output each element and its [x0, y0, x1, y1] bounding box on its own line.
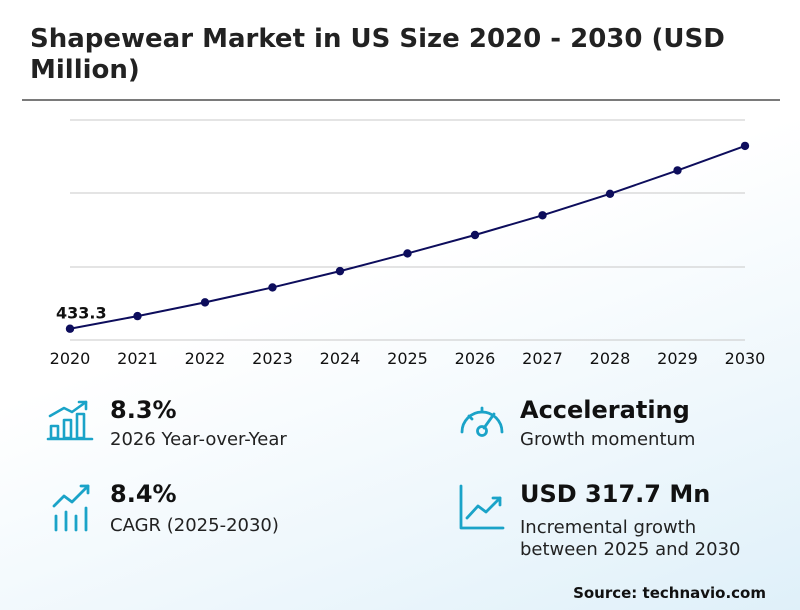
- stat-label: 2026 Year-over-Year: [110, 429, 287, 450]
- speedometer-icon: [460, 406, 504, 437]
- data-label-2020: 433.3: [56, 304, 107, 323]
- x-tick-label-2029: 2029: [657, 349, 698, 368]
- x-tick-label-2023: 2023: [252, 349, 293, 368]
- stat-yoy: 8.3% 2026 Year-over-Year: [46, 396, 386, 458]
- data-labels: 433.3: [56, 304, 107, 323]
- x-tick-label-2020: 2020: [50, 349, 91, 368]
- data-point-2023: [268, 283, 277, 292]
- stat-value: USD 317.7 Mn: [520, 480, 711, 508]
- stat-label: CAGR (2025-2030): [110, 515, 279, 536]
- stat-label: Growth momentum: [520, 429, 696, 450]
- x-tick-label-2021: 2021: [117, 349, 158, 368]
- stat-value: Accelerating: [520, 396, 690, 424]
- data-point-2030: [740, 141, 750, 151]
- x-tick-label-2026: 2026: [455, 349, 496, 368]
- source-credit: Source: technavio.com: [573, 584, 766, 602]
- data-point-2021: [133, 311, 142, 321]
- bar-chart-growth-icon: [46, 400, 94, 441]
- x-tick-label-2022: 2022: [185, 349, 226, 368]
- stat-incremental: USD 317.7 Mn Incremental growth between …: [458, 480, 788, 562]
- data-point-2029: [673, 166, 682, 175]
- stat-label-line-2: between 2025 and 2030: [520, 539, 741, 560]
- stat-label-line-1: Incremental growth: [520, 517, 697, 538]
- stat-momentum: Accelerating Growth momentum: [458, 396, 788, 458]
- data-point-2027: [538, 211, 547, 220]
- data-point-2025: [403, 249, 412, 258]
- series-line: [69, 144, 746, 330]
- data-point-2024: [335, 266, 345, 276]
- trend-bars-icon: [52, 484, 90, 532]
- data-point-2026: [470, 230, 480, 240]
- x-tick-label-2025: 2025: [387, 349, 428, 368]
- data-point-2022: [200, 298, 210, 307]
- stat-value: 8.4%: [110, 480, 177, 508]
- stat-cagr: 8.4% CAGR (2025-2030): [50, 480, 390, 542]
- stat-value: 8.3%: [110, 396, 177, 424]
- title-divider: [22, 99, 780, 101]
- data-point-2028: [605, 189, 615, 198]
- data-point-2020: [65, 324, 75, 333]
- x-tick-label-2030: 2030: [725, 349, 766, 368]
- line-chart: 433.3 2020 2021 2022 2023 2024 2025 2026 2027 20…: [50, 119, 766, 368]
- chart-title: Shapewear Market in US Size 2020 - 2030 …: [30, 24, 725, 85]
- x-tick-label-2028: 2028: [590, 349, 631, 368]
- x-tick-label-2027: 2027: [522, 349, 563, 368]
- grid-lines: [70, 119, 745, 341]
- series-line-layer: [69, 144, 746, 330]
- x-tick-label-2024: 2024: [320, 349, 361, 368]
- data-points: [65, 141, 750, 333]
- x-axis-ticks: 2020 2021 2022 2023 2024 2025 2026 2027 2028 2029…: [50, 349, 766, 368]
- line-chart-growth-icon: [459, 484, 505, 530]
